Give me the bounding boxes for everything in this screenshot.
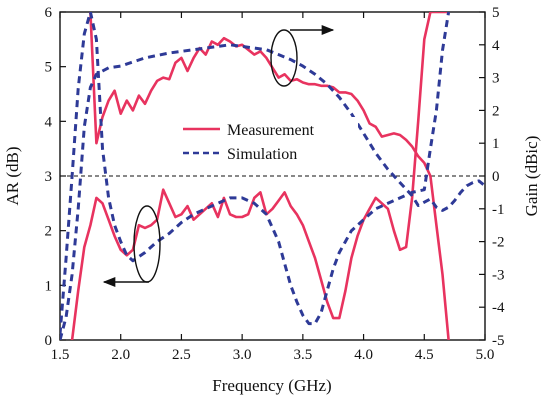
gain-annotation-ellipse (270, 29, 298, 87)
left-y-tick-label: 6 (45, 5, 53, 21)
right-y-tick-label: -2 (492, 235, 505, 251)
x-tick-label: 2.5 (172, 347, 191, 363)
right-y-tick-label: 5 (492, 5, 500, 21)
right-axis-title: Gain (dBic) (522, 136, 541, 217)
series-simulation-ar-line (60, 12, 451, 335)
x-tick-label: 1.5 (51, 347, 70, 363)
legend-measurement-label: Measurement (227, 122, 315, 139)
right-y-tick-label: 4 (492, 38, 500, 54)
left-y-tick-label: 3 (45, 169, 53, 185)
legend: Measurement Simulation (178, 117, 358, 167)
left-y-tick-label: 1 (45, 278, 53, 294)
axis-tick-labels: 1.5 2.0 2.5 3.0 3.5 4.0 4.5 5.0 0 1 2 3 4 5 6 -5 -4 -3 -2 -… (45, 5, 505, 363)
right-y-tick-label: -3 (492, 267, 505, 283)
x-axis-title: Frequency (GHz) (212, 376, 331, 395)
ar-annotation (102, 205, 161, 288)
left-y-tick-label: 4 (45, 114, 53, 130)
right-y-tick-label: 1 (492, 136, 500, 152)
right-y-tick-label: -1 (492, 202, 505, 218)
left-axis-title: AR (dB) (3, 146, 22, 205)
series-measurement-gain-line (89, 12, 450, 340)
left-y-tick-label: 5 (45, 60, 53, 76)
legend-simulation-label: Simulation (227, 146, 297, 163)
series-simulation-gain-line (60, 43, 485, 340)
x-tick-label: 3.0 (233, 347, 252, 363)
right-y-tick-label: 0 (492, 169, 500, 185)
x-tick-label: 4.0 (354, 347, 373, 363)
x-tick-label: 3.5 (293, 347, 312, 363)
right-y-tick-label: -4 (492, 300, 505, 316)
x-tick-label: 4.5 (415, 347, 434, 363)
series-measurement-ar-line (70, 12, 450, 340)
left-y-tick-label: 0 (45, 333, 53, 349)
gain-annotation (270, 24, 335, 87)
right-y-tick-label: 2 (492, 103, 500, 119)
series-layer (60, 12, 485, 340)
x-tick-label: 5.0 (476, 347, 495, 363)
legend-box (178, 117, 358, 167)
right-y-tick-label: -5 (492, 333, 505, 349)
left-y-tick-label: 2 (45, 224, 53, 240)
right-y-tick-label: 3 (492, 71, 500, 87)
x-tick-label: 2.0 (111, 347, 130, 363)
